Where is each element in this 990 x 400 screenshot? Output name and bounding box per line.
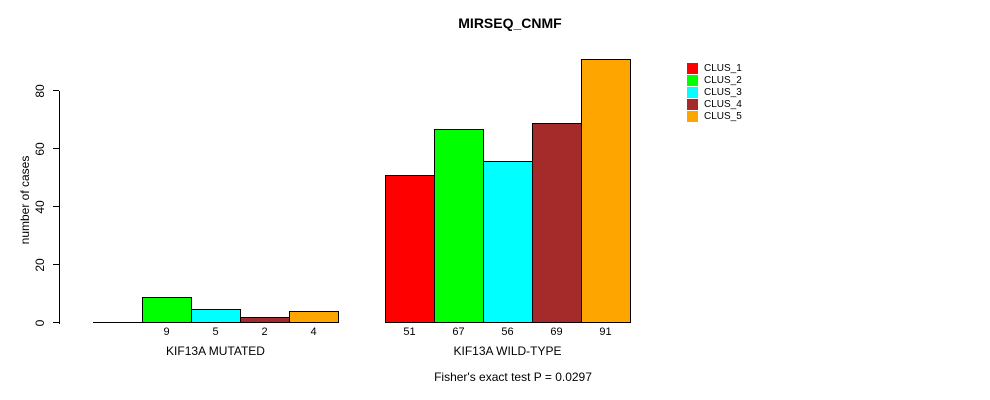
bar-value-label: 9 [163, 326, 170, 338]
y-tick-label: 0 [33, 319, 47, 327]
bar-clus_3-mutated [191, 308, 241, 323]
legend-label-clus_5: CLUS_5 [704, 111, 742, 122]
y-tick-mark [53, 206, 59, 207]
bar-clus_5-mutated [289, 311, 339, 323]
y-tick-mark [53, 322, 59, 323]
bar-value-label: 56 [501, 326, 514, 338]
legend-label-clus_3: CLUS_3 [704, 87, 742, 98]
bar-clus_2-mutated [142, 296, 192, 323]
bar-value-label: 4 [310, 326, 317, 338]
bar-value-label: 67 [452, 326, 465, 338]
y-tick-label: 40 [33, 200, 47, 214]
bar-clus_5-wildtype [581, 59, 631, 323]
legend-swatch-clus_2 [687, 75, 698, 86]
bar-clus_4-wildtype [532, 122, 582, 323]
legend-swatch-clus_4 [687, 99, 698, 110]
y-tick-label: 60 [33, 142, 47, 156]
group-label: KIF13A MUTATED [166, 344, 265, 358]
y-tick-mark [53, 264, 59, 265]
bar-value-label: 69 [550, 326, 563, 338]
bar-value-label: 91 [599, 326, 612, 338]
bar-clus_3-wildtype [483, 160, 533, 323]
bar-clus_2-wildtype [434, 128, 484, 323]
annotation-text: Fisher's exact test P = 0.0297 [434, 370, 592, 384]
y-tick-label: 20 [33, 258, 47, 272]
legend-label-clus_2: CLUS_2 [704, 75, 742, 86]
y-axis-line [59, 91, 60, 324]
group-label: KIF13A WILD-TYPE [453, 344, 562, 358]
y-tick-mark [53, 148, 59, 149]
legend-swatch-clus_3 [687, 87, 698, 98]
y-tick-label: 80 [33, 84, 47, 98]
bar-clus_1-wildtype [385, 175, 435, 323]
y-axis-title: number of cases [18, 155, 32, 245]
legend-label-clus_1: CLUS_1 [704, 63, 742, 74]
bar-value-label: 51 [403, 326, 416, 338]
chart-title: MIRSEQ_CNMF [458, 15, 562, 31]
legend-label-clus_4: CLUS_4 [704, 99, 742, 110]
legend-swatch-clus_1 [687, 63, 698, 74]
bar-value-label: 5 [212, 326, 219, 338]
legend-swatch-clus_5 [687, 111, 698, 122]
bar-clus_4-mutated [240, 317, 290, 323]
bar-value-label: 2 [261, 326, 268, 338]
y-tick-mark [53, 90, 59, 91]
